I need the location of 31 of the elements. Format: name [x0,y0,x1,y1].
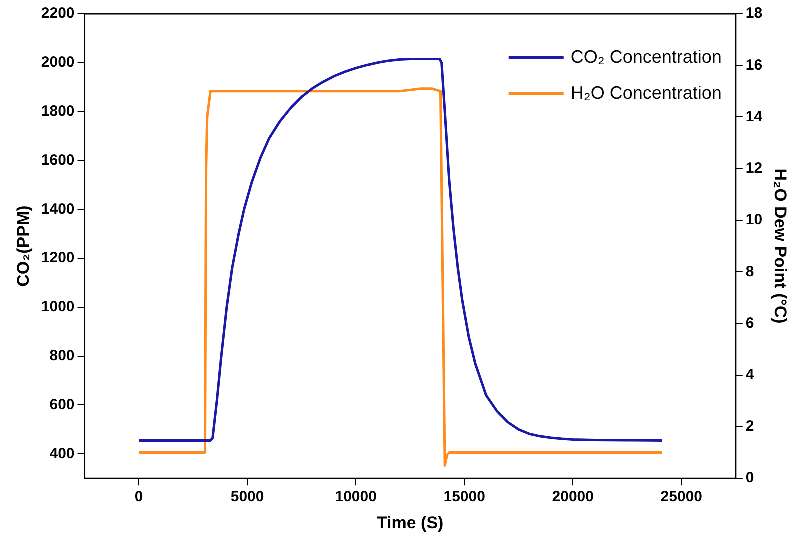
y-tick-label: 1600 [41,152,75,169]
x-tick-label: 0 [134,488,144,506]
y2-tick-label: 0 [746,470,754,487]
x-axis-title: Time (S) [376,513,444,532]
x-tick-label: 5000 [230,488,264,506]
y2-tick-label: 12 [746,160,763,178]
y2-tick-label: 16 [746,56,763,74]
y-tick-label: 2000 [41,54,75,72]
y2-tick-label: 2 [746,418,754,436]
y2-tick-label: 10 [746,212,763,229]
y2-tick-label: 18 [746,5,763,22]
x-tick-label: 10000 [335,488,377,506]
y2-axis-title: H₂O Dew Point (°C) [771,168,790,324]
x-tick-label: 15000 [444,488,486,506]
x-tick-label: 25000 [660,488,703,506]
x-tick-label: 20000 [552,488,594,506]
y-tick-label: 400 [50,445,75,462]
y-axis-title: CO₂(PPM) [14,206,33,287]
y-tick-label: 2200 [41,5,75,22]
y-tick-label: 1200 [41,250,75,267]
legend-label: H₂O Concentration [570,82,722,103]
y-tick-label: 1400 [41,200,75,218]
y2-tick-label: 8 [746,263,754,280]
y-tick-label: 800 [50,347,75,364]
y2-tick-label: 4 [746,366,755,384]
y-tick-label: 600 [50,396,75,414]
y2-tick-label: 6 [746,314,754,332]
y2-tick-label: 14 [746,108,764,126]
y-tick-label: 1000 [41,298,75,316]
y-tick-label: 1800 [41,102,75,120]
legend-label: CO₂ Concentration [570,46,722,67]
